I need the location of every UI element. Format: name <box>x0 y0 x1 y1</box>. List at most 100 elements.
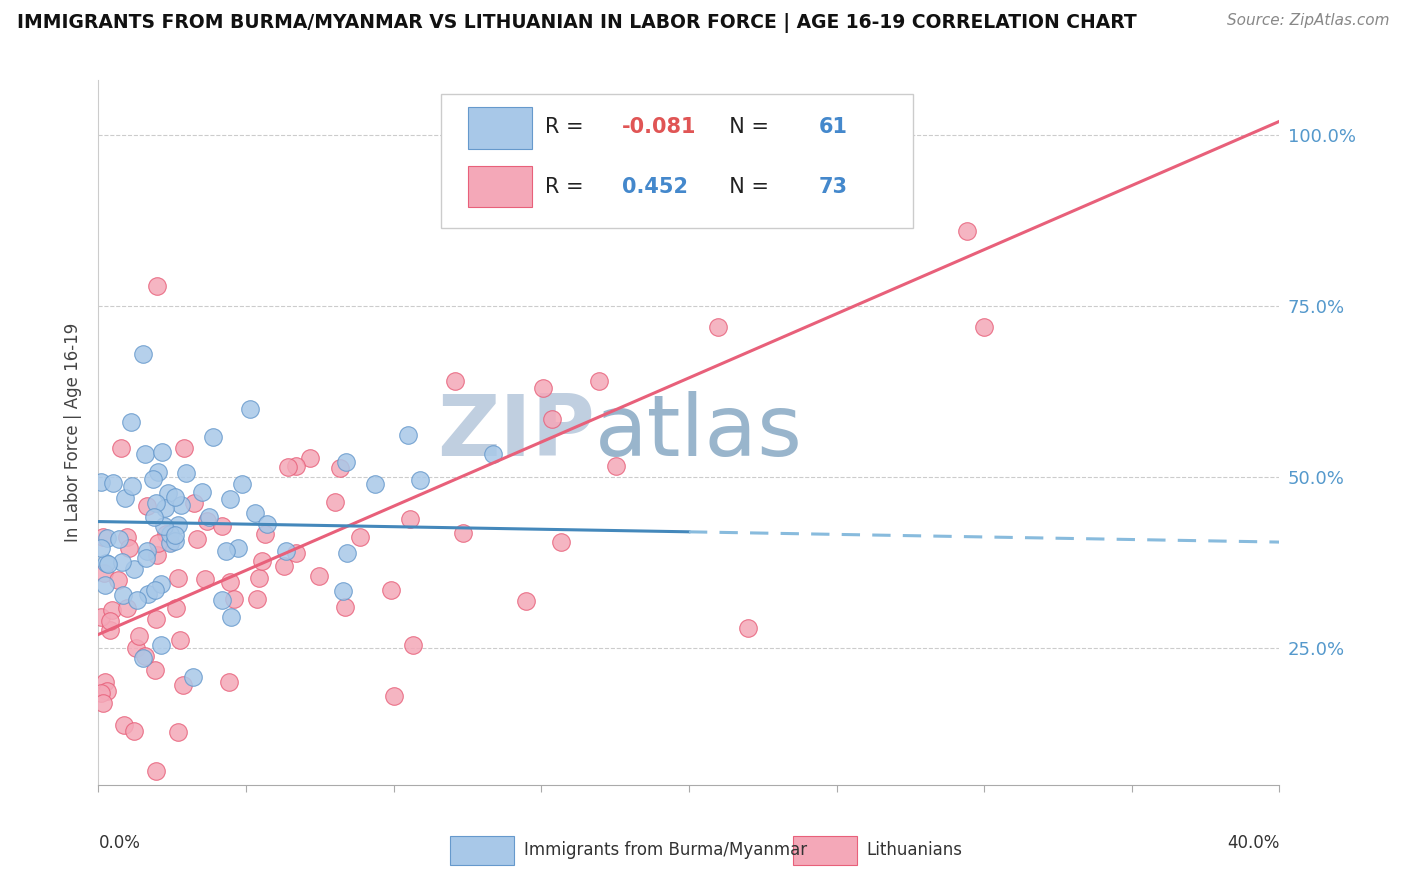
Point <box>252 554 274 568</box>
Point <box>135 544 157 558</box>
Point <box>443 375 465 389</box>
Point <box>159 527 181 541</box>
Point <box>167 571 190 585</box>
Point <box>111 554 134 568</box>
Point <box>335 455 357 469</box>
Point <box>155 500 177 515</box>
Point <box>218 675 240 690</box>
FancyBboxPatch shape <box>468 107 531 149</box>
Point <box>122 723 145 738</box>
Point <box>167 518 190 533</box>
Point <box>90 475 112 489</box>
Text: Immigrants from Burma/Myanmar: Immigrants from Burma/Myanmar <box>523 841 807 859</box>
Point <box>142 510 165 524</box>
Point <box>396 427 419 442</box>
Point <box>97 557 120 571</box>
Point <box>91 530 114 544</box>
Point <box>91 696 114 710</box>
Point <box>98 623 121 637</box>
Point <box>211 593 233 607</box>
Point <box>550 534 572 549</box>
Point <box>349 530 371 544</box>
Point <box>481 447 503 461</box>
Point <box>198 509 221 524</box>
Point <box>114 491 136 505</box>
Point <box>973 319 995 334</box>
Point <box>108 532 131 546</box>
Point <box>135 551 157 566</box>
Point <box>150 445 173 459</box>
Point <box>218 491 240 506</box>
Y-axis label: In Labor Force | Age 16-19: In Labor Force | Age 16-19 <box>65 323 83 542</box>
Point <box>93 566 115 580</box>
Text: Source: ZipAtlas.com: Source: ZipAtlas.com <box>1226 13 1389 29</box>
Point <box>128 629 150 643</box>
Point <box>94 675 117 690</box>
Point <box>90 609 112 624</box>
Text: 40.0%: 40.0% <box>1227 834 1279 852</box>
Point <box>90 541 112 556</box>
FancyBboxPatch shape <box>468 166 531 207</box>
Point <box>132 347 155 361</box>
Point <box>145 764 167 779</box>
Point <box>243 506 266 520</box>
FancyBboxPatch shape <box>793 836 856 865</box>
Point <box>409 473 432 487</box>
Point <box>127 592 149 607</box>
Point <box>382 689 405 703</box>
Point <box>329 460 352 475</box>
Point <box>247 570 270 584</box>
Point <box>100 603 122 617</box>
Point <box>285 546 308 560</box>
Point <box>136 500 159 514</box>
Point <box>96 532 118 546</box>
Point <box>707 319 730 334</box>
Point <box>155 527 177 541</box>
Point <box>201 430 224 444</box>
Text: R =: R = <box>546 118 591 137</box>
FancyBboxPatch shape <box>441 95 914 228</box>
Point <box>323 494 346 508</box>
Point <box>166 724 188 739</box>
Point <box>159 535 181 549</box>
Text: ZIP: ZIP <box>437 391 595 475</box>
Point <box>163 491 186 505</box>
Point <box>149 639 172 653</box>
Point <box>112 718 135 732</box>
Point <box>308 568 330 582</box>
Point <box>402 638 425 652</box>
Point <box>273 558 295 573</box>
Point <box>143 663 166 677</box>
Point <box>125 640 148 655</box>
Point <box>145 612 167 626</box>
Point <box>332 584 354 599</box>
Point <box>169 498 191 512</box>
Point <box>120 415 142 429</box>
Point <box>98 614 121 628</box>
Point <box>136 587 159 601</box>
Text: Lithuanians: Lithuanians <box>866 841 962 859</box>
Point <box>146 466 169 480</box>
Point <box>231 477 253 491</box>
Point <box>145 496 167 510</box>
Point <box>146 548 169 562</box>
Point <box>134 649 156 664</box>
Point <box>194 572 217 586</box>
Point <box>94 556 117 570</box>
Point <box>163 534 186 549</box>
Point <box>540 411 562 425</box>
Point <box>112 589 135 603</box>
Point <box>955 224 977 238</box>
Point <box>219 610 242 624</box>
Point <box>148 536 170 550</box>
Point <box>146 278 169 293</box>
Point <box>222 592 245 607</box>
Point <box>515 594 537 608</box>
Point <box>159 535 181 549</box>
Text: atlas: atlas <box>595 391 803 475</box>
Point <box>186 533 208 547</box>
FancyBboxPatch shape <box>450 836 515 865</box>
Point <box>174 467 197 481</box>
Point <box>335 600 357 615</box>
Point <box>298 451 321 466</box>
